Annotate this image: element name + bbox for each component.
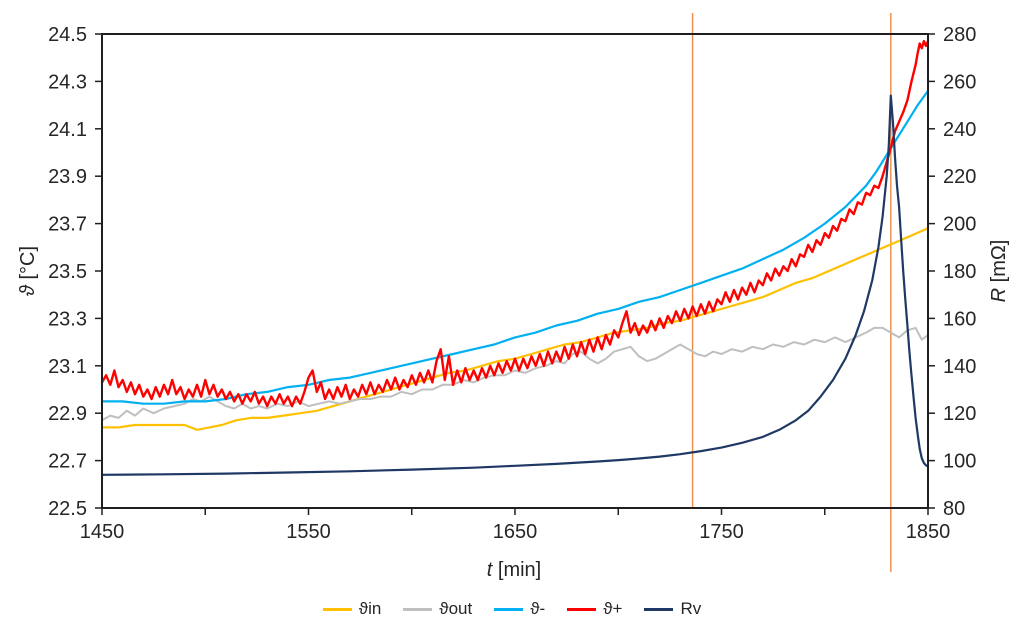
series-line-vin [100, 227, 930, 431]
y-right-tick-label: 160 [943, 308, 976, 330]
y-right-tick-label: 220 [943, 166, 976, 188]
y-left-unit: [°C] [17, 245, 39, 280]
y-right-tick-label: 280 [943, 24, 976, 46]
series-line-vout [101, 326, 929, 422]
legend-item-rv: Rv [644, 599, 701, 619]
x-axis-title: t [min] [364, 558, 664, 582]
y-right-tick-label: 100 [943, 451, 976, 473]
y-right-unit: [mΩ] [988, 239, 1010, 283]
y-left-tick-label: 24.1 [48, 119, 87, 141]
series-line-rv [100, 94, 930, 476]
legend-swatch-vout [403, 607, 433, 611]
legend-item-vin: ϑin [322, 599, 382, 619]
y-left-tick-label: 22.7 [48, 451, 87, 473]
legend-swatch-rv [644, 607, 674, 611]
legend-label-vin: ϑin [358, 599, 382, 618]
legend-label-vminus: ϑ- [530, 599, 546, 618]
y-left-tick-label: 23.7 [48, 214, 87, 236]
legend-label-vplus: ϑ+ [603, 599, 623, 618]
x-tick-label: 1750 [699, 521, 744, 543]
x-tick-label: 1450 [80, 521, 125, 543]
series-line-vplus [100, 39, 930, 408]
y-right-tick-label: 140 [943, 356, 976, 378]
legend-label-vout: ϑout [439, 599, 473, 618]
y-right-tick-label: 180 [943, 261, 976, 283]
y-right-tick-label: 240 [943, 119, 976, 141]
y-left-tick-label: 24.5 [48, 24, 87, 46]
y-left-tick-label: 23.5 [48, 261, 87, 283]
y-left-symbol: ϑ [17, 285, 39, 297]
x-tick-label: 1550 [286, 521, 331, 543]
y-left-tick-label: 23.9 [48, 166, 87, 188]
legend-swatch-vplus [567, 607, 597, 611]
y-left-tick-label: 24.3 [48, 71, 87, 93]
y-left-tick-label: 23.3 [48, 308, 87, 330]
y-left-tick-label: 22.5 [48, 498, 87, 520]
y-axis-right-title: R [mΩ] [987, 181, 1011, 361]
legend-label-rv: Rv [680, 599, 702, 618]
x-tick-label: 1650 [493, 521, 538, 543]
y-right-tick-label: 120 [943, 403, 976, 425]
y-right-symbol: R [988, 287, 1010, 303]
legend-item-vplus: ϑ+ [567, 599, 622, 619]
y-left-tick-label: 22.9 [48, 403, 87, 425]
legend-swatch-vin [322, 607, 352, 611]
plot-frame [101, 33, 929, 509]
y-right-tick-label: 260 [943, 71, 976, 93]
x-tick-label: 1850 [906, 521, 951, 543]
legend-swatch-vminus [494, 607, 524, 611]
y-right-tick-label: 200 [943, 214, 976, 236]
x-symbol: t [486, 559, 493, 581]
y-axis-left-title: ϑ [°C] [16, 181, 40, 361]
y-left-tick-label: 23.1 [48, 356, 87, 378]
y-right-tick-label: 80 [943, 498, 965, 520]
legend-item-vout: ϑout [403, 599, 472, 619]
series-line-vminus [100, 89, 930, 405]
x-unit: [min] [497, 559, 542, 581]
legend-item-vminus: ϑ- [494, 599, 545, 619]
legend: ϑin ϑout ϑ- ϑ+ Rv [0, 599, 1024, 619]
